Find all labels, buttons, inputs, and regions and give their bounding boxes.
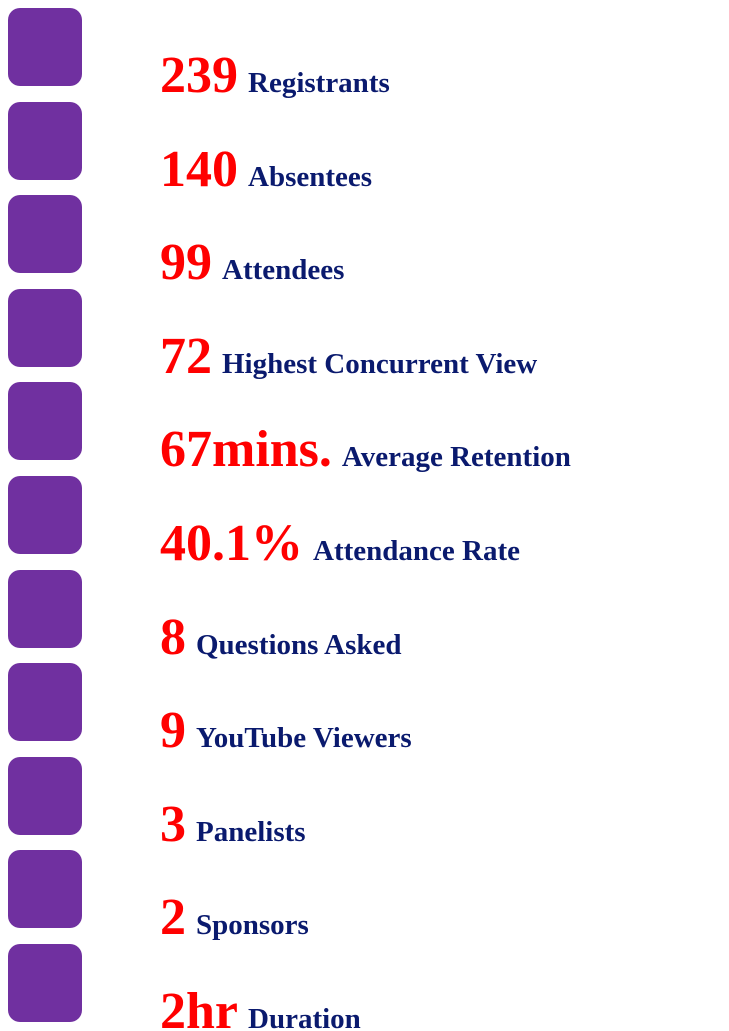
stat-row: 140 Absentees xyxy=(160,130,372,210)
purple-square xyxy=(8,288,82,367)
stat-row: 2 Sponsors xyxy=(160,878,309,958)
stat-label: Panelists xyxy=(196,815,306,848)
purple-square xyxy=(8,663,82,742)
stat-row: 8 Questions Asked xyxy=(160,598,401,678)
stat-value: 40.1% xyxy=(160,515,303,572)
stat-value: 67mins. xyxy=(160,421,332,479)
stat-row: 40.1% Attendance Rate xyxy=(160,504,520,584)
purple-square xyxy=(8,101,82,180)
stat-label: Duration xyxy=(248,1003,361,1031)
stat-value: 9 xyxy=(160,702,186,760)
purple-square xyxy=(8,944,82,1022)
stat-label: Highest Concurrent View xyxy=(222,347,538,380)
stat-row: 3 Panelists xyxy=(160,785,306,865)
stat-label: YouTube Viewers xyxy=(196,722,412,755)
stat-value: 99 xyxy=(160,234,212,292)
stat-value: 239 xyxy=(160,47,238,104)
stat-value: 140 xyxy=(160,140,238,198)
purple-square xyxy=(8,476,82,554)
stat-row: 2hr Duration xyxy=(160,972,361,1031)
stat-value: 8 xyxy=(160,608,186,666)
stat-label: Attendees xyxy=(222,254,345,287)
purple-square xyxy=(8,569,82,648)
stat-row: 72 Highest Concurrent View xyxy=(160,317,537,397)
stat-row: 239 Registrants xyxy=(160,36,390,116)
purple-square xyxy=(8,756,82,835)
purple-square xyxy=(8,382,82,461)
stat-label: Sponsors xyxy=(196,909,309,942)
stat-value: 2hr xyxy=(160,983,238,1031)
stat-row: 9 YouTube Viewers xyxy=(160,691,412,771)
stat-value: 3 xyxy=(160,795,186,853)
stat-label: Registrants xyxy=(248,67,390,99)
stat-value: 72 xyxy=(160,327,212,385)
stat-label: Average Retention xyxy=(341,441,571,474)
stat-row: 99 Attendees xyxy=(160,223,344,303)
stat-label: Attendance Rate xyxy=(313,535,520,567)
purple-square xyxy=(8,850,82,929)
purple-square xyxy=(8,195,82,274)
stat-value: 2 xyxy=(160,889,186,947)
purple-square xyxy=(8,8,82,86)
stat-label: Absentees xyxy=(248,160,373,193)
stat-label: Questions Asked xyxy=(196,628,402,661)
stat-row: 67mins. Average Retention xyxy=(160,410,571,490)
